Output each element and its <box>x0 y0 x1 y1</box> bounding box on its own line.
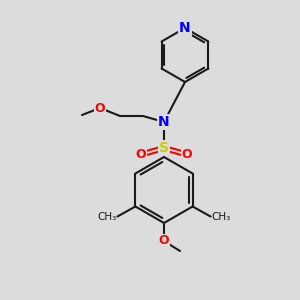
Text: O: O <box>182 148 192 160</box>
Text: CH₃: CH₃ <box>97 212 116 221</box>
Text: S: S <box>159 141 169 155</box>
Text: O: O <box>136 148 146 160</box>
Text: N: N <box>179 21 191 35</box>
Text: O: O <box>159 235 169 248</box>
Text: CH₃: CH₃ <box>212 212 231 221</box>
Text: O: O <box>95 101 105 115</box>
Text: N: N <box>158 115 170 129</box>
